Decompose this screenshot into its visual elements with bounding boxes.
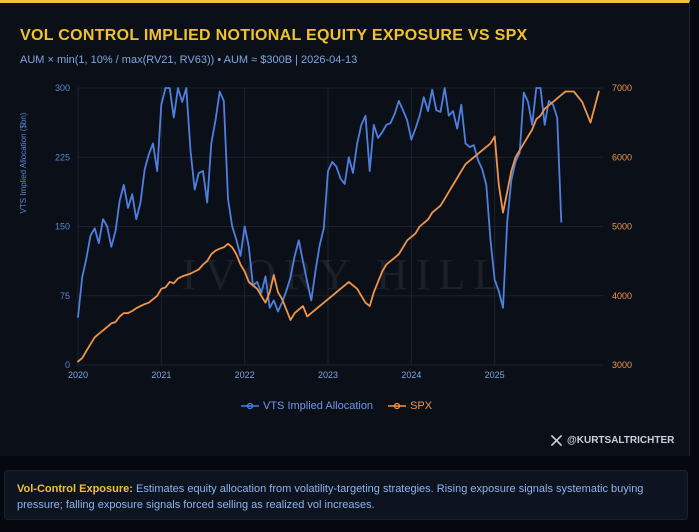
- footer-highlight: Vol-Control Exposure:: [17, 483, 133, 495]
- x-tick-label: 2021: [151, 370, 171, 380]
- y-tick-label: 0: [65, 360, 70, 370]
- y-tick-label: 225: [55, 152, 70, 162]
- x-tick-label: 2022: [235, 370, 255, 380]
- legend-vts-marker: [241, 402, 259, 410]
- y2-axis-ticks: 3000 4000 5000 6000 7000: [612, 83, 632, 370]
- legend-vts-label: VTS Implied Allocation: [263, 400, 374, 412]
- watermark-text: IVORY HILL: [182, 250, 508, 299]
- y2-tick-label: 5000: [612, 222, 632, 232]
- legend-item-vts[interactable]: VTS Implied Allocation: [240, 400, 373, 412]
- chart-plot: IVORY HILL 0 75 150 225 300 3000 4000 5000 6000…: [19, 83, 632, 380]
- legend-item-spx[interactable]: SPX: [387, 400, 432, 412]
- y-tick-label: 300: [55, 83, 70, 93]
- author-handle[interactable]: @KURTSALTRICHTER: [551, 435, 674, 446]
- series-lines: [77, 87, 600, 363]
- legend: VTS Implied Allocation SPX: [240, 400, 432, 412]
- y-axis-ticks: 0 75 150 225 300: [55, 83, 70, 370]
- x-tick-label: 2025: [485, 370, 505, 380]
- legend-vts-dot: [246, 402, 254, 410]
- y-tick-label: 150: [55, 222, 70, 232]
- series-line-spx: [77, 90, 600, 363]
- footer-text: Estimates equity allocation from volatil…: [17, 483, 644, 511]
- y2-tick-label: 7000: [612, 83, 632, 93]
- y-axis-label: VTS Implied Allocation ($bn): [19, 112, 28, 213]
- chart-title: VOL CONTROL IMPLIED NOTIONAL EQUITY EXPO…: [20, 27, 528, 44]
- author-handle-text: @KURTSALTRICHTER: [567, 435, 675, 446]
- y-tick-label: 75: [60, 291, 70, 301]
- x-axis-ticks: 2020 2021 2022 2023 2024 2025: [68, 370, 505, 380]
- y2-tick-label: 3000: [612, 360, 632, 370]
- legend-spx-dot: [393, 402, 401, 410]
- series-line-vts: [77, 87, 563, 318]
- chart-card: VOL CONTROL IMPLIED NOTIONAL EQUITY EXPO…: [0, 0, 690, 456]
- legend-spx-label: SPX: [410, 400, 433, 412]
- y2-tick-label: 6000: [612, 152, 632, 162]
- x-tick-label: 2023: [318, 370, 338, 380]
- footer-description: Vol-Control Exposure: Estimates equity a…: [4, 470, 688, 520]
- y2-tick-label: 4000: [612, 291, 632, 301]
- chart-subtitle: AUM × min(1, 10% / max(RV21, RV63)) • AU…: [20, 54, 358, 66]
- x-tick-label: 2024: [401, 370, 421, 380]
- x-logo-icon: [551, 435, 562, 446]
- grid: [77, 87, 603, 366]
- x-tick-label: 2020: [68, 370, 88, 380]
- legend-spx-marker: [388, 402, 407, 410]
